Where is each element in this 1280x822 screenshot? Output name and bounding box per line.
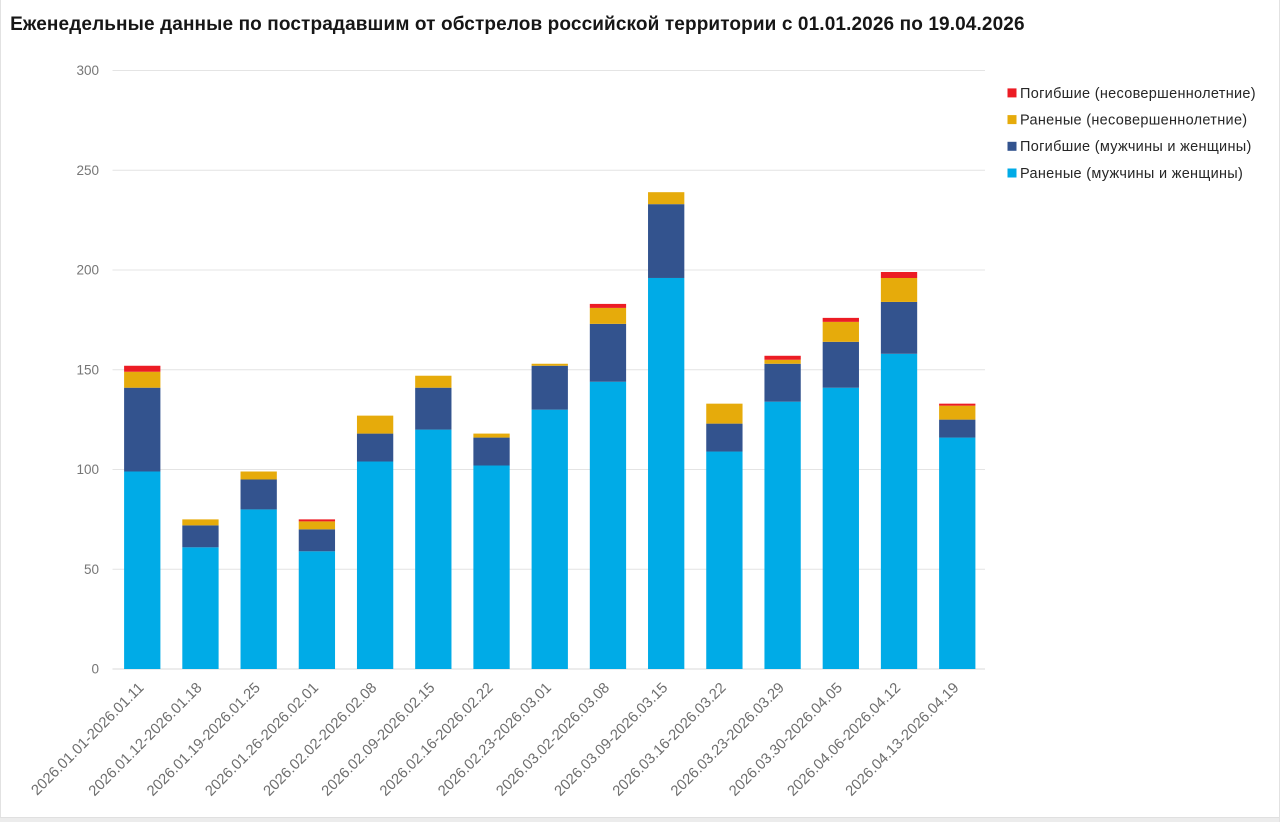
- svg-text:2026.02.09-2026.02.15: 2026.02.09-2026.02.15: [319, 680, 439, 800]
- svg-text:2026.02.23-2026.03.01: 2026.02.23-2026.03.01: [435, 680, 555, 800]
- svg-text:2026.03.30-2026.04.05: 2026.03.30-2026.04.05: [726, 680, 846, 800]
- svg-text:2026.01.26-2026.02.01: 2026.01.26-2026.02.01: [202, 680, 322, 800]
- svg-text:Раненые (мужчины и женщины): Раненые (мужчины и женщины): [1020, 166, 1243, 182]
- svg-text:200: 200: [76, 263, 99, 278]
- svg-text:2026.03.09-2026.03.15: 2026.03.09-2026.03.15: [552, 680, 672, 800]
- svg-text:2026.03.23-2026.03.29: 2026.03.23-2026.03.29: [668, 680, 788, 800]
- svg-text:0: 0: [91, 662, 99, 677]
- svg-text:2026.03.02-2026.03.08: 2026.03.02-2026.03.08: [494, 680, 614, 800]
- svg-text:250: 250: [76, 163, 99, 178]
- svg-text:2026.04.13-2026.04.19: 2026.04.13-2026.04.19: [843, 680, 963, 800]
- svg-text:Еженедельные данные по пострад: Еженедельные данные по пострадавшим от о…: [10, 14, 1025, 35]
- svg-text:300: 300: [76, 63, 99, 78]
- svg-text:2026.01.01-2026.01.11: 2026.01.01-2026.01.11: [29, 680, 148, 799]
- svg-text:2026.02.16-2026.02.22: 2026.02.16-2026.02.22: [377, 680, 497, 800]
- svg-text:2026.02.02-2026.02.08: 2026.02.02-2026.02.08: [261, 680, 381, 800]
- svg-text:2026.01.19-2026.01.25: 2026.01.19-2026.01.25: [144, 680, 264, 800]
- svg-text:Раненые (несовершеннолетние): Раненые (несовершеннолетние): [1020, 113, 1247, 129]
- svg-text:50: 50: [84, 562, 99, 577]
- svg-text:150: 150: [76, 362, 99, 377]
- svg-text:2026.03.16-2026.03.22: 2026.03.16-2026.03.22: [610, 680, 730, 800]
- svg-text:100: 100: [76, 462, 99, 477]
- svg-text:Погибшие (мужчины и женщины): Погибшие (мужчины и женщины): [1020, 139, 1252, 155]
- svg-text:Погибшие (несовершеннолетние): Погибшие (несовершеннолетние): [1020, 86, 1256, 102]
- svg-text:2026.01.12-2026.01.18: 2026.01.12-2026.01.18: [86, 680, 206, 800]
- svg-text:2026.04.06-2026.04.12: 2026.04.06-2026.04.12: [785, 680, 905, 800]
